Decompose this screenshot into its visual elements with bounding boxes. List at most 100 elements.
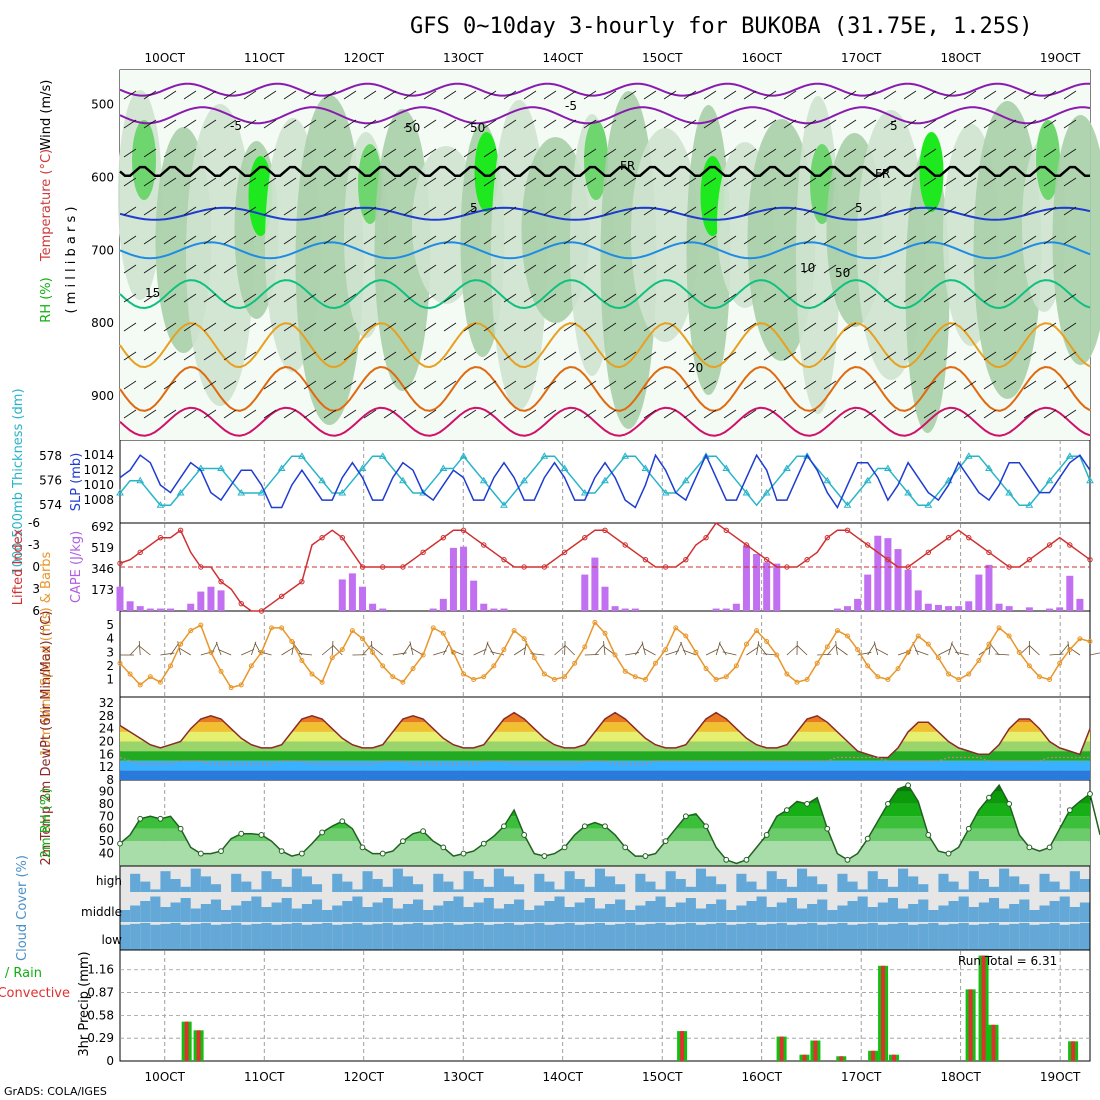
lifted-index-point [481, 542, 487, 548]
cloud-cell-fill [322, 922, 333, 950]
cloud-cell-fill [796, 923, 808, 950]
thickness-line-point [378, 452, 387, 459]
upper-wind-barb [1043, 148, 1057, 158]
upper-wind-barb [623, 235, 637, 245]
thickness-line-point [257, 488, 266, 496]
cloud-cell-fill [827, 923, 838, 950]
wind-speed-point [218, 668, 224, 674]
cloud-cell-fill [140, 922, 151, 950]
upper-wind-barb [503, 409, 517, 419]
wind-speed-point [703, 666, 709, 672]
upper-wind-barb [383, 235, 397, 245]
upper-wind-barb [683, 119, 697, 129]
upper-wind-barb [623, 119, 637, 129]
wind-speed-point [764, 638, 770, 644]
rh2m-point [117, 840, 123, 847]
upper-wind-barb [523, 148, 537, 158]
upper-wind-barb [163, 119, 177, 129]
upper-wind-barb [1063, 409, 1077, 419]
cloud-cell-fill [524, 910, 535, 922]
top-date-tick-1: 11OCT [244, 51, 285, 65]
cloud-cell-fill [130, 923, 141, 950]
upper-wind-barb [563, 148, 577, 158]
cloud-cell-fill [716, 922, 727, 950]
upper-wind-barb [683, 380, 697, 390]
upper-wind-barb [263, 322, 277, 332]
rh-shade-5 [295, 95, 364, 425]
upper-wind-barb [903, 90, 917, 100]
upper-wind-barb [623, 293, 637, 303]
wind-barb [362, 644, 373, 656]
lifted-index-point [986, 549, 992, 556]
upper-wind-barb [823, 90, 837, 100]
upper-wind-barb [723, 206, 737, 216]
cloud-cell-fill [433, 905, 444, 922]
cloud-cell-fill [867, 922, 879, 950]
upper-wind-barb [243, 409, 257, 419]
cloud-cell-bg [150, 866, 161, 892]
cloud-cell-bg [857, 866, 869, 892]
top-date-tick-3: 13OCT [443, 51, 484, 65]
upper-wind-barb [403, 351, 417, 361]
cloud-layer-label-1: middle [81, 905, 122, 919]
wind-speed-point [754, 628, 760, 634]
cloud-cell-fill [382, 886, 394, 892]
cloud-cell-bg [695, 892, 707, 922]
wind-speed-point [733, 663, 739, 669]
cloud-cell-fill [514, 924, 525, 950]
wind-speed-point [663, 647, 669, 653]
cloud-cell-fill [999, 908, 1010, 922]
cloud-cell-fill [716, 884, 727, 892]
upper-wind-barb [863, 264, 877, 274]
upper-wind-barb [383, 119, 397, 129]
cape-bar [833, 608, 841, 611]
upper-wind-barb [803, 264, 817, 274]
cloud-cell-fill [473, 879, 485, 892]
upper-wind-barb [243, 264, 257, 274]
rh2m-point [298, 850, 305, 857]
upper-wind-barb [343, 90, 357, 100]
top-date-tick-4: 14OCT [542, 51, 583, 65]
cloud-cell-fill [140, 881, 151, 892]
upper-wind-barb [1063, 264, 1077, 274]
thickness-axis-label: 1000-500mb Thickness (dm) [11, 388, 26, 575]
cloud-cell-fill [1029, 924, 1040, 950]
thickness-line-point [621, 452, 630, 459]
lifted-index-point [602, 527, 608, 534]
wind-axis-label: Wind (m/s) [39, 80, 54, 151]
cloud-cell-fill [594, 922, 606, 950]
cloud-cell-bg [140, 866, 151, 892]
cape-bar [207, 586, 215, 611]
upper-wind-barb [183, 177, 197, 187]
upper-wind-barb [723, 264, 737, 274]
wind-barb [680, 641, 687, 656]
rh-band-0 [120, 841, 1090, 866]
isotherm-10 [119, 241, 1091, 260]
cloud-cell-fill [877, 902, 889, 922]
upper-wind-barb [223, 177, 237, 187]
upper-wind-barb [423, 206, 437, 216]
wind-barb [257, 650, 272, 656]
freezing-level-line [119, 165, 1090, 178]
cape-bar [854, 598, 862, 611]
cloud-cell-fill [241, 924, 252, 950]
wind-speed-point [370, 649, 376, 655]
upper-wind-barb [523, 119, 537, 129]
cloud-cell-fill [180, 886, 192, 892]
precip-convective-bar [871, 1050, 876, 1061]
cloud-cell-fill [584, 923, 596, 950]
cape-bar [742, 545, 750, 611]
upper-wind-barb [263, 264, 277, 274]
rh2m-point [501, 823, 507, 830]
rh2m-point [561, 844, 568, 851]
upper-wind-barb [243, 351, 257, 361]
upper-wind-barb [963, 322, 977, 332]
wind-speed-point [208, 649, 214, 655]
cloud-cell-fill [362, 924, 374, 950]
rh2m-axis-label: 2m RH (%) [39, 788, 54, 859]
lifted-index-point [238, 600, 244, 607]
upper-wind-barb [443, 206, 457, 216]
upper-wind-barb [483, 409, 497, 419]
thickness-line-point [924, 501, 933, 508]
cloud-cell-fill [423, 910, 434, 922]
